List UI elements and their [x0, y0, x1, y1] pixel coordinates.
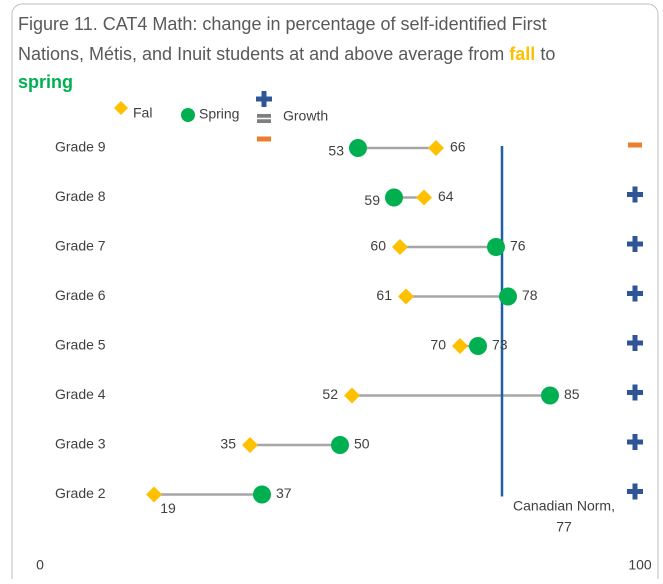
frame	[11, 3, 659, 584]
spring-marker	[469, 337, 487, 355]
fall-marker	[452, 338, 468, 354]
value-label: 61	[376, 287, 392, 303]
chart-title: Figure 11. CAT4 Math: change in percenta…	[18, 14, 547, 34]
growth-marker	[627, 384, 643, 401]
fall-marker	[398, 288, 414, 305]
fall-marker	[146, 486, 162, 503]
spring-marker	[253, 485, 271, 504]
growth-marker	[627, 483, 643, 500]
legend-label: Spring	[199, 106, 239, 122]
fall-marker	[242, 437, 258, 453]
growth-marker	[627, 186, 643, 203]
growth-marker	[627, 335, 643, 351]
value-label: 64	[438, 188, 454, 204]
spring-marker	[499, 287, 517, 306]
value-label: 60	[370, 238, 386, 254]
fall-marker	[344, 387, 360, 404]
spring-marker	[331, 436, 349, 454]
spring-marker	[385, 188, 403, 207]
chart-title: Nations, Métis, and Inuit students at an…	[18, 44, 555, 64]
spring-marker	[541, 386, 559, 405]
legend-marker	[181, 108, 195, 122]
legend-label: Growth	[283, 108, 328, 124]
title-part: Figure 11. CAT4 Math: change in percenta…	[18, 14, 547, 34]
x-tick-label: 0	[36, 557, 44, 573]
y-tick-label: Grade 9	[55, 139, 106, 155]
value-label: 35	[220, 436, 236, 452]
growth-marker	[627, 285, 643, 302]
value-label: 50	[354, 436, 370, 452]
title-part: fall	[509, 44, 535, 64]
x-tick-label: 100	[628, 557, 652, 573]
spring-marker	[349, 139, 367, 157]
y-tick-label: Grade 7	[55, 238, 106, 254]
y-tick-label: Grade 5	[55, 337, 106, 353]
value-label: 78	[522, 287, 538, 303]
value-label: 37	[276, 485, 292, 501]
y-tick-label: Grade 4	[55, 386, 106, 402]
spring-marker	[487, 238, 505, 256]
growth-marker	[627, 434, 643, 450]
legend-label: Fal	[133, 105, 152, 121]
legend-marker	[114, 101, 128, 115]
norm-label: Canadian Norm,	[513, 498, 615, 514]
y-tick-label: Grade 2	[55, 485, 106, 501]
value-label: 73	[492, 337, 508, 353]
value-label: 52	[322, 386, 338, 402]
value-label: 76	[510, 238, 526, 254]
fall-marker	[428, 140, 444, 156]
y-tick-label: Grade 8	[55, 188, 106, 204]
fall-marker	[392, 239, 408, 255]
legend-marker	[256, 91, 272, 107]
legend-marker	[257, 136, 271, 142]
norm-value: 77	[556, 519, 572, 535]
value-label: 66	[450, 139, 466, 155]
fall-marker	[416, 189, 432, 206]
chart-title: spring	[18, 72, 73, 92]
value-label: 85	[564, 386, 580, 402]
value-label: 53	[328, 143, 344, 159]
growth-marker	[628, 142, 642, 148]
value-label: 59	[364, 192, 380, 208]
title-part: spring	[18, 72, 73, 92]
title-part: to	[535, 44, 555, 64]
value-label: 19	[160, 500, 176, 516]
growth-marker	[627, 236, 643, 252]
title-part: Nations, Métis, and Inuit students at an…	[18, 44, 509, 64]
y-tick-label: Grade 6	[55, 287, 106, 303]
value-label: 70	[430, 337, 446, 353]
y-tick-label: Grade 3	[55, 436, 106, 452]
